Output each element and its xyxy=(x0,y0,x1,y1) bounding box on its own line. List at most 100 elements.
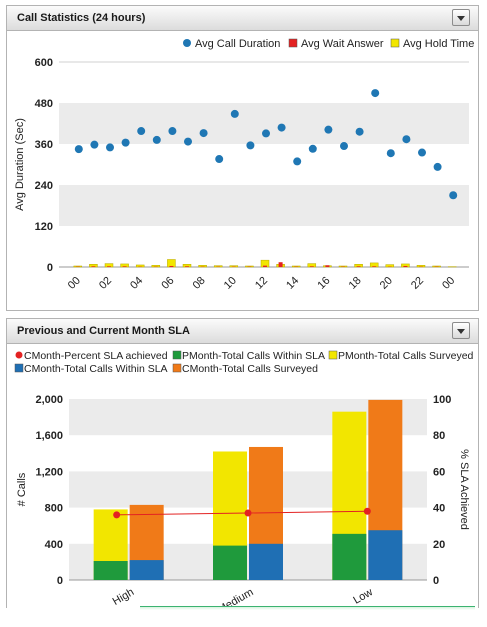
avg-call-duration-point xyxy=(74,145,83,154)
wait-answer-bar xyxy=(325,265,330,267)
avg-call-duration-point xyxy=(418,148,426,157)
pmonth-within-sla-bar xyxy=(93,560,128,580)
avg-call-duration-point xyxy=(402,135,411,144)
y-tick-label: 360 xyxy=(35,139,53,151)
avg-call-duration-point xyxy=(449,191,458,200)
y2-tick-label: 100 xyxy=(433,394,451,406)
call-statistics-menu-button[interactable] xyxy=(452,9,470,26)
legend-label: CMonth-Total Calls Within SLA xyxy=(24,363,168,375)
sla-title: Previous and Current Month SLA xyxy=(17,325,190,337)
sla-percent-point xyxy=(244,509,252,517)
legend-marker xyxy=(390,38,400,48)
legend-marker xyxy=(172,363,182,373)
grid-band xyxy=(59,103,469,144)
avg-call-duration-point xyxy=(152,135,161,144)
wait-answer-bar xyxy=(309,266,314,267)
cmonth-within-sla-bar xyxy=(129,560,164,580)
y-tick-label: 0 xyxy=(47,262,53,274)
legend-marker xyxy=(183,39,191,47)
wait-answer-bar xyxy=(356,266,361,267)
cmonth-within-sla-bar xyxy=(249,543,283,580)
avg-call-duration-point xyxy=(137,127,146,136)
wait-answer-bar xyxy=(403,265,408,267)
bottom-panel-edge xyxy=(140,606,475,610)
wait-answer-bar xyxy=(91,266,96,267)
pmonth-within-sla-bar xyxy=(332,533,367,580)
x-tick-label: Low xyxy=(351,586,375,607)
y-tick-label: 2,000 xyxy=(35,394,63,406)
chevron-down-icon xyxy=(457,16,465,21)
x-tick-label: High xyxy=(111,586,137,608)
avg-call-duration-point xyxy=(324,125,333,134)
x-tick-label: 06 xyxy=(159,275,176,292)
x-tick-label: 12 xyxy=(253,275,270,292)
avg-call-duration-point xyxy=(90,140,99,149)
sla-panel: Previous and Current Month SLA 0 400 800 1,… xyxy=(6,318,479,609)
legend-marker xyxy=(288,38,298,48)
avg-call-duration-point xyxy=(262,129,270,138)
call-statistics-header: Call Statistics (24 hours) xyxy=(7,6,478,31)
wait-answer-bar xyxy=(122,266,127,267)
grid-band xyxy=(69,471,427,508)
x-tick-label: 04 xyxy=(128,275,145,292)
avg-call-duration-point xyxy=(230,109,239,118)
y-tick-label: 800 xyxy=(45,503,63,515)
y-tick-label: 120 xyxy=(35,221,53,233)
x-tick-label: 14 xyxy=(284,275,301,292)
avg-call-duration-point xyxy=(106,143,114,152)
grid-band xyxy=(69,399,427,436)
call-statistics-title: Call Statistics (24 hours) xyxy=(17,12,146,24)
y-tick-label: 400 xyxy=(45,539,63,551)
call-statistics-panel: Call Statistics (24 hours) 0 120 240 360 480… xyxy=(6,5,479,311)
avg-call-duration-point xyxy=(215,155,224,164)
sla-header: Previous and Current Month SLA xyxy=(7,319,478,344)
wait-answer-bar xyxy=(107,266,111,267)
x-tick-label: 00 xyxy=(66,275,83,292)
legend-label: CMonth-Total Calls Surveyed xyxy=(182,363,318,375)
legend-label: PMonth-Total Calls Within SLA xyxy=(182,350,325,362)
y-tick-label: 1,200 xyxy=(35,466,63,478)
x-tick-label: 22 xyxy=(409,275,426,292)
legend-marker xyxy=(15,351,23,359)
x-tick-label: 10 xyxy=(222,275,239,292)
y-tick-label: 240 xyxy=(35,180,53,192)
y-tick-label: 1,600 xyxy=(35,430,63,442)
hold-time-bar xyxy=(385,264,395,268)
y2-tick-label: 60 xyxy=(433,466,445,478)
sla-menu-button[interactable] xyxy=(452,322,470,339)
sla-percent-point xyxy=(363,507,371,515)
avg-call-duration-point xyxy=(371,89,380,98)
wait-answer-bar xyxy=(169,265,174,267)
legend-marker xyxy=(328,350,338,360)
avg-call-duration-point xyxy=(277,123,286,132)
y2-tick-label: 80 xyxy=(433,430,445,442)
x-tick-label: 16 xyxy=(315,275,332,292)
sla-chart: 0 400 800 1,200 1,600 2,000 0 20 40 60 80 100 # Call… xyxy=(14,350,474,609)
avg-call-duration-point xyxy=(246,141,255,150)
x-tick-label: 08 xyxy=(191,275,208,292)
y-axis-label: Avg Duration (Sec) xyxy=(14,118,26,211)
wait-answer-bar xyxy=(278,262,283,267)
sla-percent-point xyxy=(113,511,121,519)
legend-label: Avg Call Duration xyxy=(195,38,280,50)
y-tick-label: 0 xyxy=(57,575,63,587)
legend-label: Avg Wait Answer xyxy=(301,38,384,50)
x-tick-label: 18 xyxy=(347,275,364,292)
avg-call-duration-point xyxy=(308,144,317,153)
y2-tick-label: 20 xyxy=(433,539,445,551)
avg-call-duration-point xyxy=(433,162,442,171)
avg-call-duration-point xyxy=(293,157,302,166)
avg-call-duration-point xyxy=(386,149,395,158)
grid-band xyxy=(69,543,427,580)
avg-call-duration-point xyxy=(355,127,364,136)
cmonth-within-sla-bar xyxy=(368,530,403,580)
y2-tick-label: 0 xyxy=(433,575,439,587)
chevron-down-icon xyxy=(457,329,465,334)
grid-band xyxy=(59,185,469,226)
y-axis-label: # Calls xyxy=(16,472,28,506)
avg-call-duration-point xyxy=(199,129,208,138)
wait-answer-bar xyxy=(263,265,267,267)
legend-label: PMonth-Total Calls Surveyed xyxy=(338,350,474,362)
legend-label: Avg Hold Time xyxy=(403,38,474,50)
x-tick-label: 00 xyxy=(440,275,457,292)
